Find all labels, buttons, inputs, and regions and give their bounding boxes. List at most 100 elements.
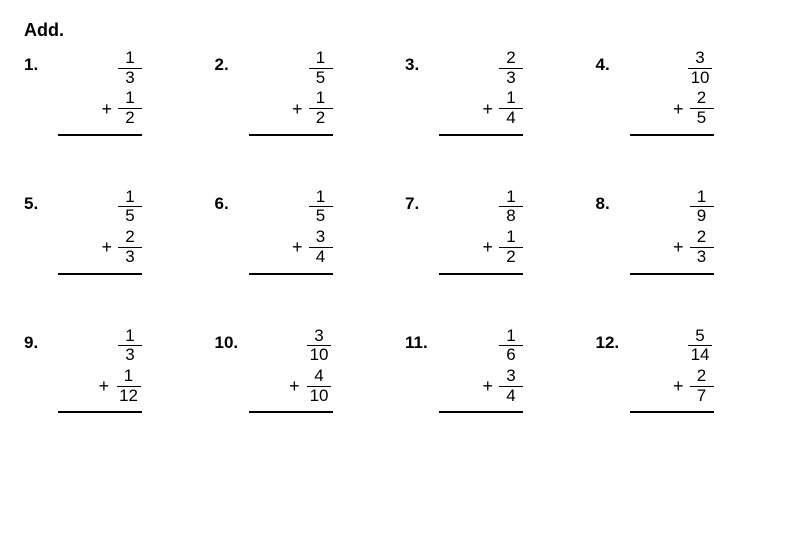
denominator: 9 [690,207,714,226]
denominator: 8 [499,207,523,226]
problem-number: 5. [24,188,58,214]
numerator: 2 [690,367,714,387]
fraction: 3 4 [499,367,523,405]
numerator: 1 [118,327,142,347]
answer-rule [58,273,142,275]
answer-rule [249,411,333,413]
fraction-row-bottom: + 2 3 [58,228,142,266]
problem-number: 4. [596,49,630,75]
problem: 7. 1 8 + 1 2 [405,188,586,275]
fraction: 1 4 [499,89,523,127]
problem: 3. 2 3 + 1 4 [405,49,586,136]
numerator: 1 [118,188,142,208]
fraction-row-bottom: + 1 2 [439,228,523,266]
problem-number: 8. [596,188,630,214]
numerator: 1 [309,188,333,208]
problem-work: 1 8 + 1 2 [439,188,523,275]
answer-rule [630,134,714,136]
fraction-row-top: 3 10 [630,49,714,87]
fraction: 4 10 [306,367,333,405]
problem: 4. 3 10 + 2 5 [596,49,777,136]
denominator: 5 [690,109,714,128]
fraction-row-top: 1 3 [58,49,142,87]
fraction-row-bottom: + 1 2 [58,89,142,127]
answer-rule [439,273,523,275]
numerator: 1 [499,327,523,347]
fraction-row-bottom: + 1 12 [58,367,142,405]
problem: 10. 3 10 + 4 10 [215,327,396,414]
problem-number: 3. [405,49,439,75]
fraction-row-top: 1 5 [58,188,142,226]
problem-number: 7. [405,188,439,214]
denominator: 5 [309,207,333,226]
fraction: 2 3 [690,228,714,266]
problem-work: 1 5 + 1 2 [249,49,333,136]
answer-rule [439,411,523,413]
fraction: 1 2 [499,228,523,266]
fraction-row-top: 1 9 [630,188,714,226]
numerator: 2 [118,228,142,248]
fraction: 1 2 [309,89,333,127]
answer-rule [249,134,333,136]
denominator: 2 [118,109,142,128]
numerator: 3 [309,228,333,248]
fraction-row-top: 2 3 [439,49,523,87]
fraction-row-top: 3 10 [249,327,333,365]
fraction: 1 5 [118,188,142,226]
fraction-row-top: 1 8 [439,188,523,226]
plus-sign: + [99,377,110,395]
problem-number: 9. [24,327,58,353]
fraction: 2 3 [499,49,523,87]
numerator: 2 [690,228,714,248]
plus-sign: + [292,238,303,256]
fraction: 1 8 [499,188,523,226]
denominator: 7 [690,387,714,406]
problem-work: 5 14 + 2 7 [630,327,714,414]
fraction: 1 5 [309,49,333,87]
denominator: 2 [499,248,523,267]
problem: 2. 1 5 + 1 2 [215,49,396,136]
fraction-row-top: 1 3 [58,327,142,365]
numerator: 2 [690,89,714,109]
problem-number: 1. [24,49,58,75]
denominator: 4 [499,387,523,406]
denominator: 10 [306,346,333,365]
numerator: 1 [309,49,333,69]
fraction-row-bottom: + 3 4 [439,367,523,405]
fraction: 1 12 [115,367,142,405]
answer-rule [58,411,142,413]
plus-sign: + [292,100,303,118]
answer-rule [58,134,142,136]
denominator: 3 [499,69,523,88]
problem-number: 12. [596,327,630,353]
fraction: 2 7 [690,367,714,405]
problem-work: 3 10 + 2 5 [630,49,714,136]
plus-sign: + [673,377,684,395]
plus-sign: + [101,100,112,118]
denominator: 10 [306,387,333,406]
denominator: 6 [499,346,523,365]
plus-sign: + [482,377,493,395]
problem: 11. 1 6 + 3 4 [405,327,586,414]
numerator: 1 [117,367,141,387]
fraction: 5 14 [687,327,714,365]
fraction: 3 10 [687,49,714,87]
fraction: 1 3 [118,327,142,365]
problem: 9. 1 3 + 1 12 [24,327,205,414]
fraction-row-bottom: + 2 5 [630,89,714,127]
worksheet-title: Add. [24,20,776,41]
fraction-row-bottom: + 1 2 [249,89,333,127]
answer-rule [630,273,714,275]
problem-work: 3 10 + 4 10 [249,327,333,414]
fraction: 1 2 [118,89,142,127]
problem-work: 1 5 + 3 4 [249,188,333,275]
problem-work: 1 5 + 2 3 [58,188,142,275]
fraction-row-bottom: + 2 3 [630,228,714,266]
denominator: 4 [309,248,333,267]
problem-work: 1 6 + 3 4 [439,327,523,414]
denominator: 4 [499,109,523,128]
problem: 5. 1 5 + 2 3 [24,188,205,275]
fraction-row-bottom: + 3 4 [249,228,333,266]
answer-rule [249,273,333,275]
fraction: 2 3 [118,228,142,266]
